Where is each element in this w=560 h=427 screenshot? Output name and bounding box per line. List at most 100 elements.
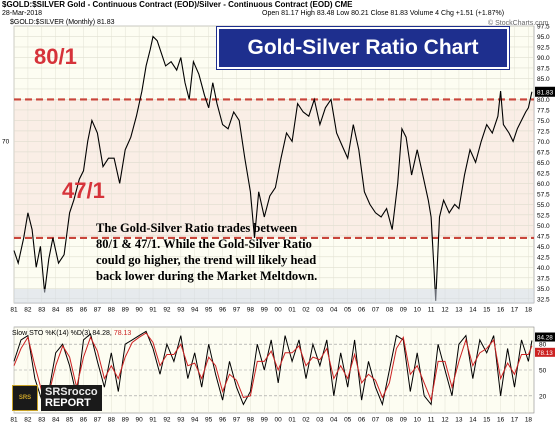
sto-x-tick-label: 95: [205, 417, 213, 424]
sto-x-tick-label: 13: [455, 417, 463, 424]
y-tick-label: 90.0: [537, 55, 550, 62]
note-line-4: back lower during the Market Meltdown.: [96, 269, 318, 283]
y-tick-label: 70.0: [537, 139, 550, 146]
sto-x-tick-label: 84: [52, 417, 60, 424]
y-tick-label: 65.0: [537, 160, 550, 167]
x-tick-label: 11: [428, 307, 435, 314]
y-tick-label: 40.0: [537, 265, 550, 272]
annotation-note: The Gold-Silver Ratio trades between 80/…: [96, 220, 396, 284]
sto-legend-d: 78.13: [113, 330, 132, 337]
y-tick-label: 37.5: [537, 275, 550, 282]
sto-x-tick-label: 17: [511, 417, 519, 424]
x-tick-label: 10: [414, 307, 422, 314]
sto-x-tick-label: 86: [80, 417, 88, 424]
sto-x-tick-label: 16: [497, 417, 505, 424]
sto-y-tick-label: 80: [539, 342, 547, 349]
x-tick-label: 01: [288, 307, 296, 314]
logo-line-1: SRSrocco: [45, 386, 98, 398]
sto-x-tick-label: 98: [247, 417, 255, 424]
sto-x-tick-label: 03: [316, 417, 324, 424]
y-tick-label: 85.0: [537, 76, 550, 83]
sto-x-tick-label: 90: [136, 417, 144, 424]
x-tick-label: 17: [511, 307, 519, 314]
sto-x-tick-label: 97: [233, 417, 241, 424]
x-tick-label: 95: [205, 307, 213, 314]
upper-ratio-label: 80/1: [34, 44, 77, 69]
sto-d-line: [13, 332, 533, 402]
sto-x-axis: 81 82 83 84 85 86 87 88 89 90 91 92 93 94 95 96 97 98 99 00…: [10, 417, 532, 424]
x-tick-label: 15: [483, 307, 491, 314]
note-line-1: The Gold-Silver Ratio trades between: [96, 221, 298, 235]
x-tick-label: 96: [219, 307, 227, 314]
sto-x-tick-label: 06: [358, 417, 366, 424]
x-tick-label: 87: [94, 307, 102, 314]
sto-x-tick-label: 81: [10, 417, 18, 424]
x-tick-label: 88: [108, 307, 116, 314]
note-line-3: could go higher, the trend will likely h…: [96, 253, 317, 267]
sto-x-tick-label: 93: [177, 417, 185, 424]
sto-x-tick-label: 18: [525, 417, 533, 424]
ratio-series-line: [13, 35, 533, 301]
x-tick-label: 91: [149, 307, 157, 314]
y-tick-label: 87.5: [537, 65, 550, 72]
y-tick-label: 67.5: [537, 149, 550, 156]
x-tick-label: 14: [469, 307, 477, 314]
sto-x-tick-label: 01: [288, 417, 296, 424]
sto-legend-wrap: Slow STO %K(14) %D(3) 84.28, 78.13: [12, 330, 131, 337]
x-tick-label: 03: [316, 307, 324, 314]
sto-x-tick-label: 94: [191, 417, 199, 424]
sto-x-tick-label: 99: [261, 417, 269, 424]
y-tick-label: 55.0: [537, 202, 550, 209]
x-tick-label: 89: [122, 307, 130, 314]
x-tick-label: 82: [24, 307, 32, 314]
sto-last-label: 78.13: [537, 350, 553, 357]
y-tick-label: 50.0: [537, 223, 550, 230]
sto-x-tick-label: 14: [469, 417, 477, 424]
sto-x-tick-label: 96: [219, 417, 227, 424]
sto-last-badge: [535, 347, 555, 357]
sto-x-tick-label: 02: [302, 417, 310, 424]
y-tick-label: 42.5: [537, 254, 550, 261]
left-tick-label: 70: [2, 138, 10, 145]
sto-y-tick-label: 20: [539, 393, 547, 400]
x-tick-label: 06: [358, 307, 366, 314]
last-value-badge: [535, 86, 555, 97]
y-tick-label: 47.5: [537, 233, 550, 240]
y-tick-label: 75.0: [537, 118, 550, 125]
x-tick-label: 18: [525, 307, 533, 314]
y-tick-label: 57.5: [537, 191, 550, 198]
x-tick-label: 81: [10, 307, 18, 314]
sto-x-tick-label: 12: [441, 417, 449, 424]
sto-x-tick-label: 05: [344, 417, 352, 424]
srsrocco-logo: SRS SRSrocco REPORT: [12, 385, 102, 411]
chart-date: 28-Mar-2018: [2, 10, 43, 17]
x-tick-label: 08: [386, 307, 394, 314]
x-tick-label: 83: [38, 307, 46, 314]
logo-line-2: REPORT: [45, 397, 91, 409]
sto-y-tick-label: 50: [539, 368, 547, 375]
sto-x-tick-label: 88: [108, 417, 116, 424]
y-tick-label: 72.5: [537, 128, 550, 135]
sto-x-tick-label: 83: [38, 417, 46, 424]
sto-legend: Slow STO %K(14) %D(3) 84.28,: [12, 330, 112, 337]
ratio-legend: $GOLD:$SILVER (Monthly) 81.83: [10, 19, 115, 26]
chart-title: Gold-Silver Ratio Chart: [217, 27, 509, 69]
y-tick-label: 52.5: [537, 212, 550, 219]
x-axis: 81 82 83 84 85 86 87 88 89 90 91 92 93 94 95 96 97 98 99 00…: [10, 304, 534, 314]
y-tick-label: 92.5: [537, 44, 550, 51]
x-tick-label: 04: [330, 307, 338, 314]
x-tick-label: 09: [400, 307, 408, 314]
x-tick-label: 84: [52, 307, 60, 314]
y-tick-label: 45.0: [537, 244, 550, 251]
note-line-2: 80/1 & 47/1. While the Gold-Silver Ratio: [96, 237, 312, 251]
y-tick-label: 60.0: [537, 181, 550, 188]
srsrocco-icon: SRS: [12, 385, 38, 411]
watermark: © StockCharts.com: [488, 20, 549, 27]
x-tick-label: 97: [233, 307, 241, 314]
sto-x-tick-label: 85: [66, 417, 74, 424]
sto-x-tick-label: 10: [414, 417, 422, 424]
sto-x-tick-label: 15: [483, 417, 491, 424]
x-tick-label: 99: [261, 307, 269, 314]
y-tick-label: 95.0: [537, 34, 550, 41]
x-tick-label: 00: [275, 307, 283, 314]
